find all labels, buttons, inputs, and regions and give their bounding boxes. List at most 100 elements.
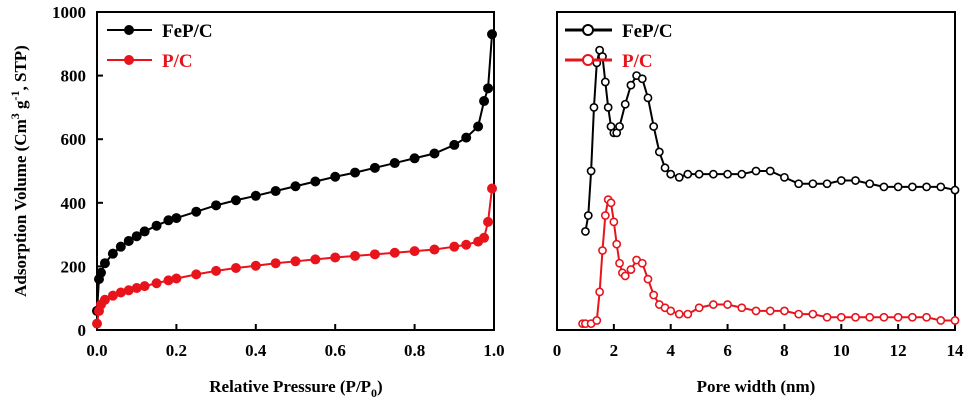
data-point-p-c	[893, 312, 903, 322]
data-point-fep-c	[674, 172, 684, 182]
data-point-p-c	[592, 316, 602, 325]
data-point-p-c	[723, 300, 732, 309]
data-point-p-c	[666, 306, 676, 316]
data-point-p-c	[822, 312, 832, 322]
data-point-p-c	[250, 260, 261, 271]
data-point-fep-c	[151, 220, 162, 231]
data-point-p-c	[879, 312, 889, 322]
pore-size-x-axis-label: Pore width (nm)	[697, 377, 816, 396]
x-tick-label: 10	[833, 341, 850, 360]
data-point-fep-c	[600, 77, 610, 87]
data-point-fep-c	[893, 182, 903, 192]
data-point-fep-c	[461, 132, 472, 143]
x-tick-label: 6	[723, 341, 732, 360]
data-point-p-c	[765, 306, 775, 316]
data-point-p-c	[615, 258, 624, 268]
data-point-p-c	[936, 316, 946, 325]
data-point-p-c	[350, 250, 361, 261]
data-point-fep-c	[694, 169, 704, 179]
data-point-fep-c	[737, 169, 747, 179]
isotherm-panel: 0.0 0.2 0.4 0.6 0.8 1.0 0 200 400 600 800 1000 FeP…	[8, 3, 505, 400]
x-tick-label: 2	[610, 341, 619, 360]
data-point-p-c	[907, 312, 917, 322]
data-point-fep-c	[270, 186, 281, 197]
data-point-fep-c	[191, 206, 202, 217]
legend-label-p-c: P/C	[162, 51, 193, 72]
data-point-p-c	[449, 241, 460, 252]
data-point-fep-c	[487, 29, 498, 40]
data-point-fep-c	[708, 169, 718, 179]
legend-marker-fep-c	[582, 24, 594, 36]
legend-label-p-c: P/C	[622, 51, 653, 72]
isotherm-legend: FeP/C P/C	[107, 21, 213, 72]
data-point-fep-c	[879, 182, 889, 192]
data-point-p-c	[310, 254, 321, 265]
data-point-p-c	[487, 183, 498, 194]
data-point-fep-c	[751, 166, 761, 176]
data-point-fep-c	[449, 139, 460, 150]
x-tick-label: 0.2	[166, 341, 187, 360]
data-point-fep-c	[350, 167, 361, 178]
data-point-fep-c	[115, 241, 126, 252]
pore-size-legend: FeP/C P/C	[565, 21, 673, 72]
data-point-fep-c	[171, 213, 182, 224]
data-point-p-c	[794, 309, 804, 319]
data-point-fep-c	[123, 235, 134, 246]
data-point-fep-c	[586, 166, 596, 176]
data-point-p-c	[620, 271, 630, 281]
data-point-fep-c	[836, 176, 846, 185]
data-point-p-c	[649, 290, 659, 300]
data-point-fep-c	[907, 182, 917, 192]
data-point-fep-c	[660, 163, 670, 173]
legend-label-fep-c: FeP/C	[622, 21, 673, 42]
series-line-p-c	[96, 188, 494, 324]
data-point-fep-c	[230, 195, 241, 206]
data-point-fep-c	[615, 122, 624, 131]
isotherm-x-axis-label: Relative Pressure (P/P0)	[209, 377, 382, 400]
data-point-p-c	[461, 239, 472, 250]
x-tick-label: 0	[553, 341, 562, 360]
data-point-fep-c	[369, 162, 380, 173]
legend-marker-p-c	[124, 55, 134, 65]
x-tick-label: 0.6	[325, 341, 346, 360]
data-point-fep-c	[95, 267, 106, 278]
data-point-p-c	[683, 309, 693, 319]
data-point-fep-c	[99, 258, 110, 269]
data-point-p-c	[230, 262, 241, 273]
isotherm-y-axis-label: Adsorption Volume (Cm3 g-1, STP)	[8, 45, 30, 297]
pore-size-plot-frame	[556, 11, 956, 331]
isotherm-y-ticks: 0 200 400 600 800 1000	[52, 3, 103, 340]
x-tick-label: 12	[890, 341, 907, 360]
x-tick-label: 4	[666, 341, 675, 360]
y-tick-label: 200	[61, 257, 87, 276]
data-point-fep-c	[330, 171, 341, 182]
data-point-fep-c	[851, 176, 860, 185]
series-line-fep-c	[96, 34, 494, 311]
data-point-fep-c	[310, 176, 321, 187]
data-point-p-c	[780, 306, 789, 316]
data-point-p-c	[139, 281, 150, 292]
data-point-p-c	[191, 269, 202, 280]
data-point-fep-c	[389, 158, 400, 169]
data-point-fep-c	[211, 200, 222, 211]
data-point-fep-c	[583, 211, 593, 220]
data-point-p-c	[950, 316, 960, 325]
data-point-p-c	[922, 312, 931, 322]
data-point-p-c	[290, 256, 301, 267]
legend-label-fep-c: FeP/C	[162, 21, 213, 42]
data-point-p-c	[479, 232, 490, 243]
x-tick-label: 8	[780, 341, 789, 360]
data-point-fep-c	[483, 83, 494, 94]
x-tick-label: 14	[947, 341, 965, 360]
data-point-fep-c	[666, 169, 676, 179]
data-point-fep-c	[107, 248, 118, 259]
data-point-p-c	[389, 247, 400, 258]
data-point-p-c	[865, 312, 875, 322]
y-tick-label: 400	[61, 194, 87, 213]
legend-marker-fep-c	[124, 25, 134, 35]
data-point-p-c	[92, 318, 102, 329]
data-point-p-c	[626, 265, 636, 274]
data-point-p-c	[598, 246, 607, 255]
data-point-fep-c	[794, 179, 804, 189]
